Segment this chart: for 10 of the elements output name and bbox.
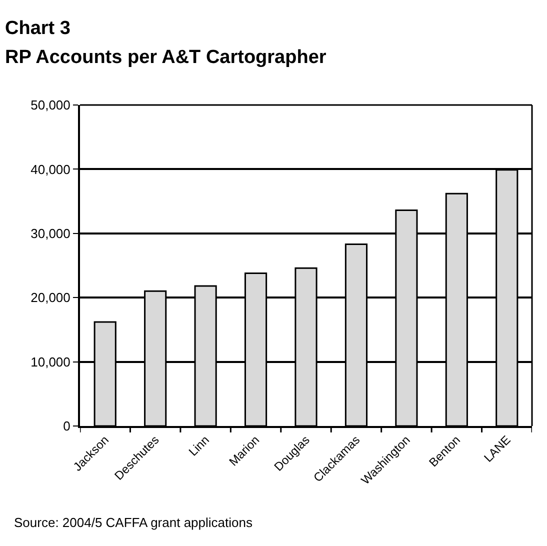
y-tick-label: 10,000 (30, 354, 70, 370)
y-tick-label: 20,000 (30, 290, 70, 306)
y-tick-label: 0 (63, 418, 70, 434)
y-tick-label: 50,000 (30, 98, 70, 113)
y-tick-label: 30,000 (30, 226, 70, 241)
chart-subtitle: RP Accounts per A&T Cartographer (5, 47, 327, 68)
y-tick-label: 40,000 (30, 162, 70, 177)
x-tick-label: Linn (186, 432, 212, 459)
source-note: Source: 2004/5 CAFFA grant applications (14, 515, 253, 530)
chart-title: Chart 3 (5, 18, 70, 39)
